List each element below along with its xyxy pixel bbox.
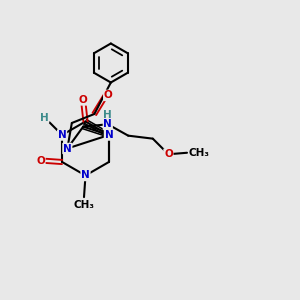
Text: O: O: [79, 95, 88, 105]
Text: N: N: [104, 130, 113, 140]
Text: H: H: [40, 113, 49, 123]
Text: O: O: [104, 90, 112, 100]
Text: H: H: [103, 110, 112, 120]
Text: CH₃: CH₃: [188, 148, 209, 158]
Text: N: N: [81, 170, 90, 181]
Text: N: N: [63, 143, 72, 154]
Text: CH₃: CH₃: [74, 200, 94, 210]
Text: N: N: [103, 119, 112, 129]
Text: N: N: [58, 130, 67, 140]
Text: O: O: [164, 149, 173, 159]
Text: O: O: [36, 155, 45, 166]
